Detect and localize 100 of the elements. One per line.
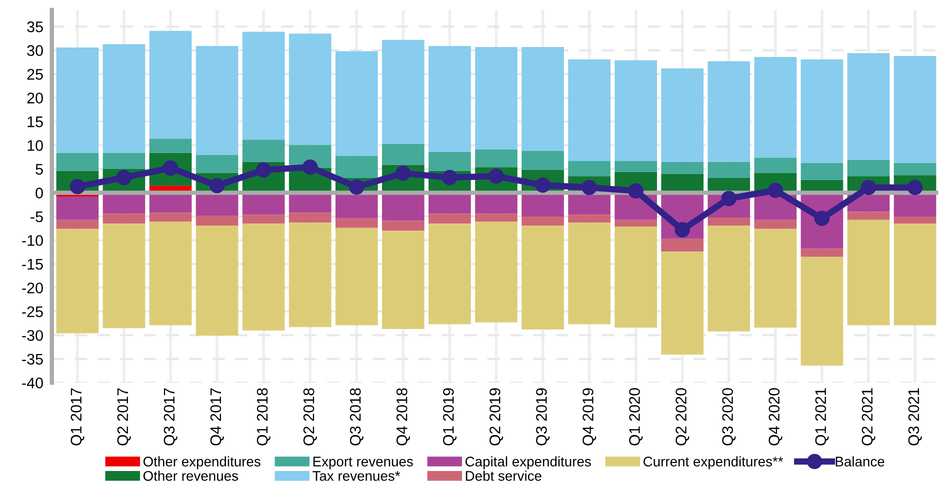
bar (568, 192, 610, 215)
bar (568, 59, 610, 161)
x-tick-label: Q3 2017 (164, 388, 178, 446)
legend-label: Balance (836, 456, 884, 466)
bar (382, 144, 424, 165)
bar (149, 212, 192, 222)
y-tick-label: 15 (28, 116, 43, 128)
bar (522, 150, 564, 170)
bar (335, 218, 378, 228)
bar (847, 212, 890, 220)
bar (475, 46, 518, 150)
bar (754, 228, 797, 328)
bar (661, 238, 704, 252)
bar (102, 44, 146, 153)
bar (149, 138, 192, 153)
bar (800, 256, 844, 366)
bar (428, 152, 471, 171)
bar (242, 224, 285, 330)
y-tick-label: -35 (22, 354, 43, 365)
y-tick-label: -30 (22, 330, 43, 341)
bar (522, 226, 564, 330)
bar (800, 59, 844, 163)
x-tick-label: Q3 2019 (536, 388, 550, 446)
bar (754, 158, 797, 173)
bar (288, 212, 332, 223)
x-tick-label: Q1 2020 (629, 388, 643, 446)
bar (428, 224, 471, 324)
x-tick-label: Q2 2018 (303, 388, 317, 446)
legend-label: Export revenues (313, 456, 413, 470)
bar (428, 46, 471, 152)
point (768, 182, 784, 198)
bar (475, 222, 518, 322)
legend-label: Current expenditures** (644, 456, 784, 470)
bar (428, 214, 471, 224)
bar (754, 56, 797, 158)
legend-label: Capital expenditures (466, 456, 591, 470)
bar (894, 56, 936, 163)
bar (288, 222, 332, 328)
bar (196, 154, 238, 173)
y-tick-label: -15 (22, 259, 43, 270)
bar (196, 46, 238, 155)
legend-label: Other expenditures (143, 456, 260, 470)
bar (522, 216, 564, 226)
legend-label: Other revenues (143, 470, 238, 481)
bar (847, 53, 890, 160)
y-tick-label: 5 (36, 164, 43, 175)
x-tick-label: Q3 2018 (350, 388, 364, 446)
legend-label: Tax revenues* (312, 471, 400, 481)
bar (614, 226, 658, 328)
bar (475, 150, 518, 168)
bar (56, 196, 99, 220)
bar (102, 224, 146, 328)
point (860, 180, 876, 196)
y-tick-label: 35 (27, 21, 43, 32)
bar (894, 216, 936, 224)
point (674, 222, 690, 238)
bar (288, 34, 332, 145)
bar (754, 220, 797, 229)
x-tick-label: Q4 2017 (210, 388, 224, 446)
bar (894, 224, 936, 326)
bar (56, 220, 99, 229)
bar (800, 248, 844, 257)
y-tick-label: -40 (22, 378, 43, 388)
bar (56, 152, 99, 171)
point (628, 183, 644, 198)
bar (242, 32, 285, 140)
bar (242, 140, 285, 162)
bar (708, 162, 750, 178)
y-tick-label: 30 (27, 45, 43, 56)
x-tick-label: Q2 2021 (862, 388, 876, 446)
bar (335, 156, 378, 178)
bar (242, 192, 285, 215)
bar (661, 162, 704, 174)
y-tick-label: 10 (28, 140, 43, 151)
bar (475, 214, 518, 222)
bar (382, 192, 424, 221)
bar (196, 226, 238, 336)
x-tick-label: Q4 2018 (396, 388, 410, 446)
x-tick-label: Q3 2020 (722, 388, 736, 446)
bar (149, 222, 192, 326)
bar (56, 228, 99, 334)
x-tick-label: Q2 2020 (676, 388, 690, 446)
bar (568, 222, 610, 324)
bar (568, 214, 610, 223)
bar (382, 230, 424, 330)
bar (614, 60, 658, 161)
bar (196, 216, 238, 226)
y-tick-label: 25 (27, 68, 43, 80)
y-tick-label: -10 (22, 235, 43, 246)
bar (661, 68, 704, 162)
bar (102, 214, 146, 224)
y-tick-label: -20 (22, 282, 43, 294)
y-tick-label: -5 (30, 212, 43, 222)
bar (149, 30, 192, 139)
x-tick-label: Q1 2021 (815, 388, 829, 446)
bar (661, 252, 704, 355)
x-tick-label: Q4 2020 (768, 388, 782, 446)
bar (708, 226, 750, 332)
bar (522, 46, 564, 151)
x-tick-label: Q4 2019 (582, 388, 596, 446)
